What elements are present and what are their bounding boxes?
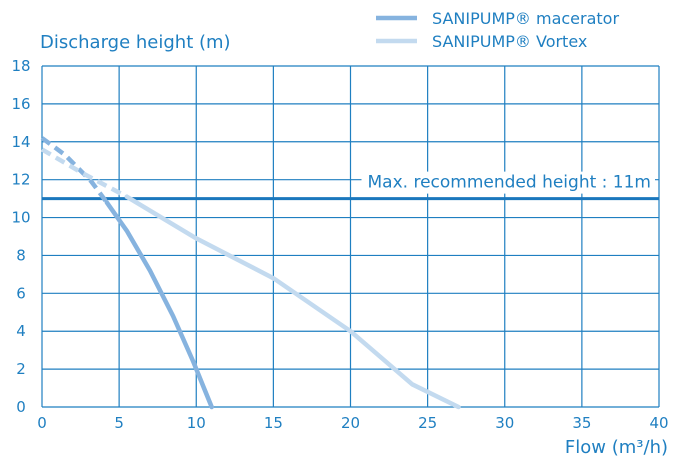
x-tick-label-1: 5 <box>114 414 124 432</box>
y-tick-label-0: 0 <box>16 398 26 416</box>
series-group <box>40 136 461 410</box>
chart-grid <box>41 65 660 408</box>
y-tick-label-3: 6 <box>16 284 26 302</box>
y-tick-label-2: 4 <box>16 322 26 340</box>
y-tick-label-1: 2 <box>16 360 26 378</box>
y-axis-title: Discharge height (m) <box>40 32 231 53</box>
series-1-dashed-line <box>40 147 128 199</box>
max-height-label: Max. recommended height : 11m <box>368 173 652 193</box>
y-tick-labels: 0 2 4 6 8 10 12 14 16 18 <box>11 57 30 416</box>
y-tick-label-9: 18 <box>11 57 30 75</box>
legend-label-0: SANIPUMP® macerator <box>432 9 619 28</box>
x-tick-label-6: 30 <box>495 414 514 432</box>
y-tick-label-4: 8 <box>16 246 26 264</box>
y-tick-label-8: 16 <box>11 95 30 113</box>
x-tick-label-3: 15 <box>264 414 283 432</box>
reference-line-group: Max. recommended height : 11m <box>42 171 659 201</box>
x-axis-title: Flow (m³/h) <box>565 437 668 458</box>
y-tick-label-7: 14 <box>11 133 30 151</box>
y-tick-label-5: 10 <box>11 209 30 227</box>
x-tick-labels: 0 5 10 15 20 25 30 35 40 <box>37 414 668 432</box>
legend-label-1: SANIPUMP® Vortex <box>432 32 587 51</box>
y-tick-label-6: 12 <box>11 171 30 189</box>
legend: SANIPUMP® macerator SANIPUMP® Vortex <box>376 9 619 51</box>
series-1-line <box>124 194 461 410</box>
series-0-line <box>104 200 214 410</box>
x-tick-label-7: 35 <box>572 414 591 432</box>
max-height-label-background <box>361 171 655 194</box>
x-tick-label-4: 20 <box>341 414 360 432</box>
x-tick-label-5: 25 <box>418 414 437 432</box>
x-tick-label-8: 40 <box>649 414 668 432</box>
x-tick-label-2: 10 <box>187 414 206 432</box>
x-tick-label-0: 0 <box>37 414 47 432</box>
